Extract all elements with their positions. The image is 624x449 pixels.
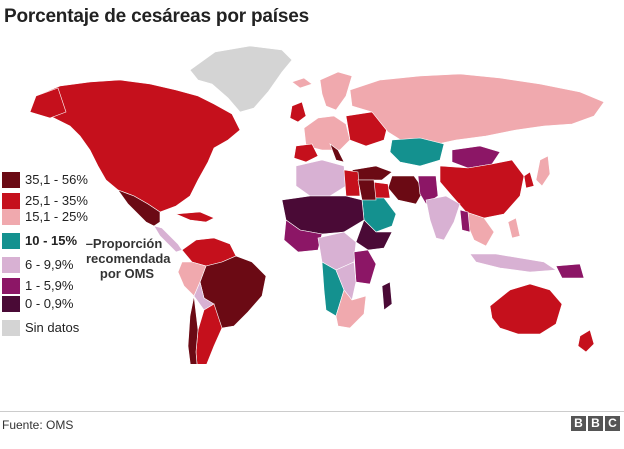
legend-swatch xyxy=(2,257,20,273)
legend-swatch xyxy=(2,193,20,209)
philippines xyxy=(507,217,521,239)
greenland xyxy=(189,45,293,113)
west-africa xyxy=(283,219,323,253)
russia xyxy=(349,73,605,147)
legend-swatch xyxy=(2,233,20,249)
legend-swatch xyxy=(2,209,20,225)
legend-label: 6 - 9,9% xyxy=(25,257,74,272)
mexico xyxy=(117,189,161,227)
new-zealand xyxy=(577,329,595,353)
kazakhstan xyxy=(389,137,445,167)
south-africa xyxy=(335,289,367,329)
legend-label: 0 - 0,9% xyxy=(25,296,74,311)
logo-letter: C xyxy=(605,416,620,431)
legend-swatch xyxy=(2,278,20,294)
libya xyxy=(343,169,361,197)
legend-swatch xyxy=(2,320,20,336)
indonesia xyxy=(469,253,557,273)
scandinavia xyxy=(319,71,353,111)
logo-letter: B xyxy=(588,416,603,431)
legend-label: 10 - 15% xyxy=(25,233,78,248)
india xyxy=(425,195,461,241)
annotation-line: –Proporción xyxy=(85,236,163,251)
japan xyxy=(535,155,551,187)
caribbean xyxy=(175,211,215,223)
papua xyxy=(555,263,585,279)
legend-label: 1 - 5,9% xyxy=(25,278,74,293)
annotation-line: por OMS xyxy=(99,266,155,281)
korea xyxy=(523,171,535,189)
world-map xyxy=(29,45,605,364)
footer-divider xyxy=(0,411,624,412)
legend-swatch xyxy=(2,172,20,188)
legend-label: 35,1 - 56% xyxy=(25,172,88,187)
legend-label: 15,1 - 25% xyxy=(25,209,88,224)
source-note: Fuente: OMS xyxy=(2,418,74,432)
myanmar xyxy=(459,209,471,233)
legend-label: 25,1 - 35% xyxy=(25,193,88,208)
iberia xyxy=(293,143,319,163)
morocco-algeria xyxy=(295,159,347,197)
bbc-logo: B B C xyxy=(571,416,620,431)
annotation-line: recomendada xyxy=(86,251,171,266)
italy xyxy=(329,143,345,163)
alaska xyxy=(29,87,67,119)
uk-ireland xyxy=(289,101,307,123)
china xyxy=(439,159,525,219)
madagascar xyxy=(381,281,393,311)
zambia-zimbabwe xyxy=(335,261,357,301)
logo-letter: B xyxy=(571,416,586,431)
legend-label: Sin datos xyxy=(25,320,80,335)
chile xyxy=(187,295,199,364)
egypt xyxy=(357,179,377,201)
legend-swatch xyxy=(2,296,20,312)
australia xyxy=(489,283,563,335)
who-annotation: –Proporción recomendada por OMS xyxy=(86,236,171,281)
iceland xyxy=(291,77,313,89)
map-title: Porcentaje de cesáreas por países xyxy=(4,6,309,27)
east-africa xyxy=(353,249,377,285)
north-america xyxy=(35,79,241,213)
